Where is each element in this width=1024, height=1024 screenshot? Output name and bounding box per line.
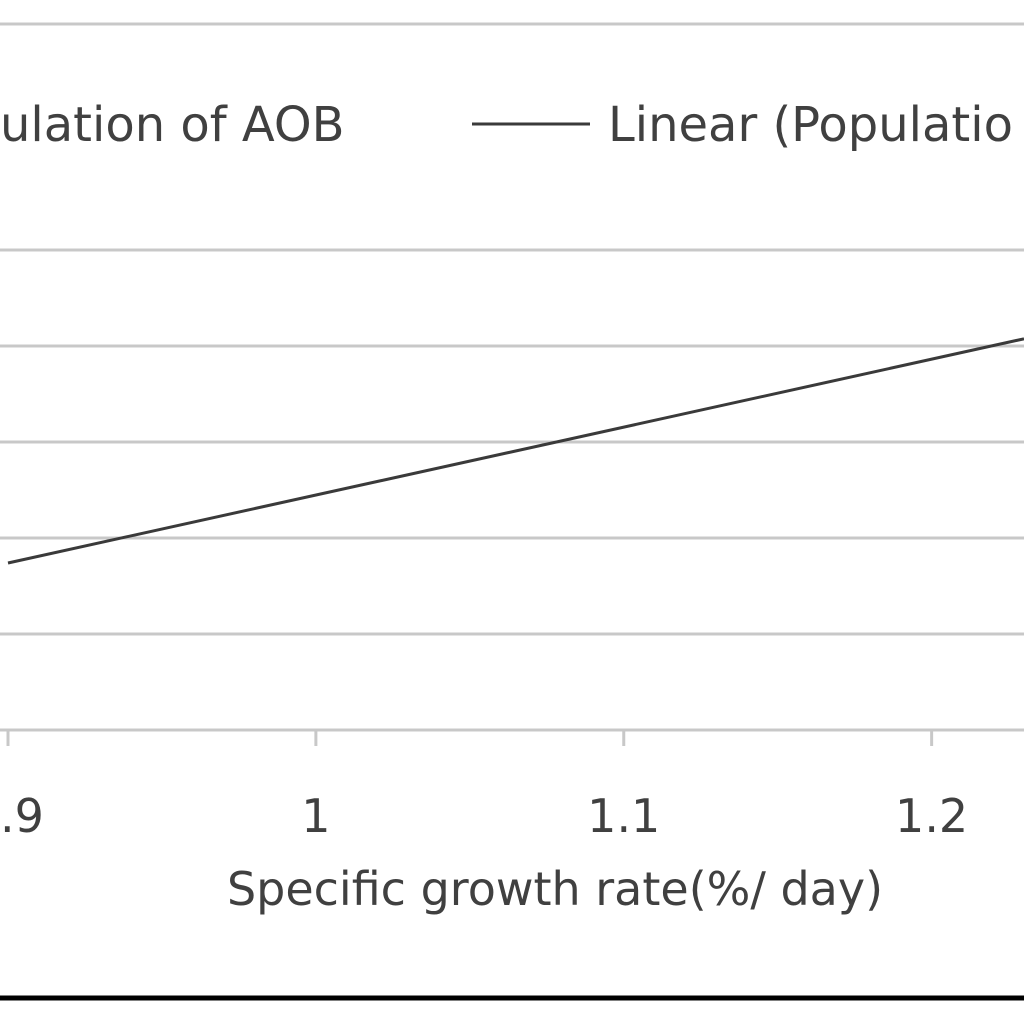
legend-entry-label: ulation of AOB [0,97,345,153]
legend-entry-label: Linear (Populatio [608,97,1013,153]
x-tick-label: 1.2 [895,789,968,843]
legend: ulation of AOB Linear (Populatio [0,97,1013,153]
x-tick-label: 1 [301,789,330,843]
x-axis-title: Specific growth rate(%/ day) [227,862,883,916]
x-tick-label: 1.1 [587,789,660,843]
trendline-series [7,337,1024,565]
gridlines [0,248,1024,636]
x-tick-label: .9 [0,789,44,843]
series [7,337,1024,565]
x-axis: .9 1 1.1 1.2 [0,728,1024,843]
